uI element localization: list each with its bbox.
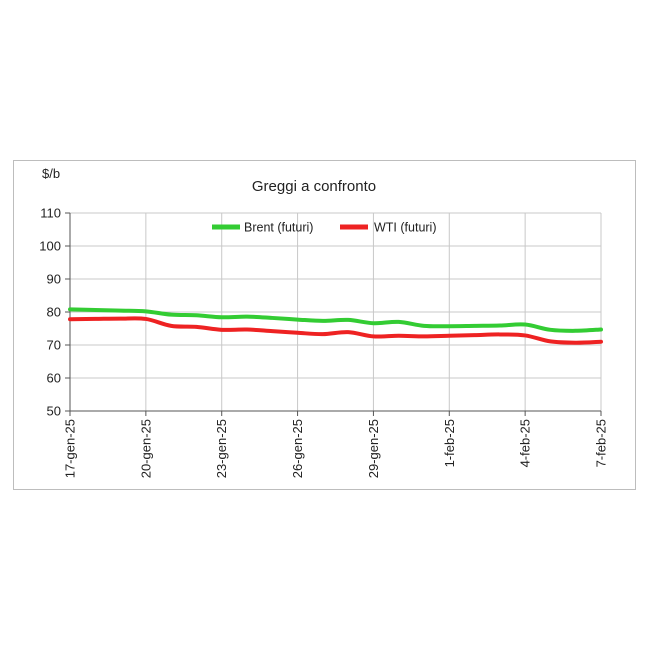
unit-label: $/b (42, 166, 60, 181)
legend: Brent (futuri) WTI (futuri) (212, 221, 437, 235)
y-tick-label: 60 (47, 371, 61, 386)
series-lines (68, 307, 603, 345)
tick-labels: 50 60 70 80 90 100 110 17-gen-25 20-gen-25 23-gen… (39, 206, 608, 479)
series-line-brent (68, 307, 603, 333)
gridlines (69, 212, 602, 412)
x-tick-label: 26-gen-25 (290, 419, 305, 478)
y-tick-label: 90 (47, 272, 61, 287)
x-tick-label: 23-gen-25 (214, 419, 229, 478)
y-tick-label: 100 (39, 239, 61, 254)
line-chart: 50 60 70 80 90 100 110 17-gen-25 20-gen-25 23-gen… (39, 166, 608, 479)
x-tick-label: 29-gen-25 (366, 419, 381, 478)
x-tick-label: 4-feb-25 (518, 419, 533, 467)
chart-frame: 50 60 70 80 90 100 110 17-gen-25 20-gen-25 23-gen… (13, 160, 636, 490)
series-line-wti (68, 316, 603, 345)
x-tick-label: 17-gen-25 (63, 419, 78, 478)
legend-label-wti: WTI (futuri) (374, 221, 437, 235)
x-tick-label: 20-gen-25 (138, 419, 153, 478)
legend-label-brent: Brent (futuri) (244, 221, 313, 235)
y-tick-label: 80 (47, 305, 61, 320)
axes (65, 212, 602, 416)
y-tick-label: 50 (47, 404, 61, 419)
y-tick-label: 110 (40, 206, 61, 221)
x-tick-label: 7-feb-25 (594, 419, 609, 467)
y-tick-label: 70 (47, 338, 61, 353)
x-tick-label: 1-feb-25 (442, 419, 457, 467)
chart-title: Greggi a confronto (252, 178, 376, 195)
